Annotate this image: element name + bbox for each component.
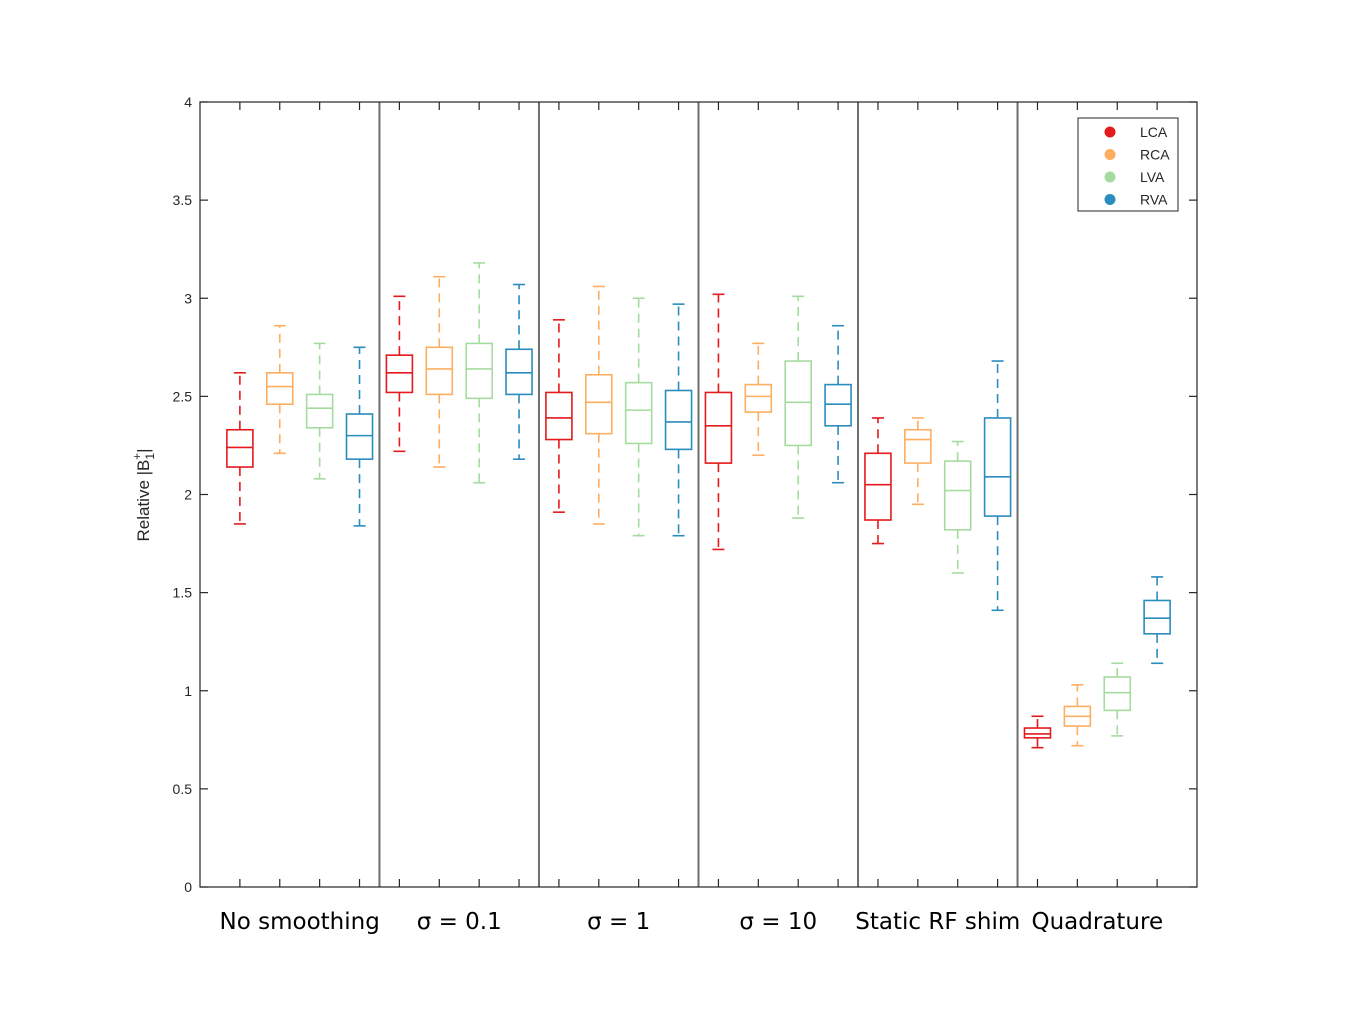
box-lva — [624, 297, 653, 537]
axes-layer: 0 0.5 1 1.5 2 2.5 3 3.5 4 No smoothing σ = 0.1 σ = … — [173, 94, 1198, 935]
box-rca — [425, 275, 454, 468]
legend-label: LVA — [1140, 169, 1165, 185]
boxes-layer — [226, 262, 1171, 749]
box-iqr — [265, 372, 294, 406]
legend-marker — [1104, 171, 1116, 183]
group-label: No smoothing — [220, 909, 380, 935]
box-iqr — [226, 428, 254, 468]
legend-item-lca: LCA — [1104, 124, 1168, 140]
box-lca — [864, 417, 892, 545]
box-iqr — [704, 391, 733, 464]
box-iqr — [1103, 676, 1132, 712]
legend-box — [1077, 117, 1179, 212]
legend-marker — [1104, 149, 1116, 160]
plot-area — [200, 102, 1197, 887]
box-iqr — [505, 348, 533, 396]
y-tick-label: 3.5 — [173, 192, 193, 208]
box-rva — [345, 346, 374, 527]
box-iqr — [664, 389, 693, 451]
box-rca — [904, 417, 932, 506]
box-rva — [505, 283, 533, 460]
box-iqr — [904, 428, 932, 464]
box-lca — [226, 372, 254, 525]
group-label: Static RF shim — [855, 909, 1020, 935]
y-tick-label: 2 — [184, 487, 192, 503]
y-tick-label: 0.5 — [173, 781, 193, 797]
box-iqr — [864, 452, 892, 521]
box-lva — [465, 262, 493, 484]
box-iqr — [744, 383, 773, 413]
box-rca — [744, 342, 773, 457]
legend-item-lva: LVA — [1104, 169, 1165, 185]
box-rva — [824, 324, 852, 484]
legend-label: RVA — [1140, 192, 1168, 208]
box-lca — [545, 319, 573, 513]
box-iqr — [425, 346, 454, 396]
legend-item-rca: RCA — [1104, 147, 1170, 163]
box-iqr — [305, 393, 334, 429]
box-rva — [664, 303, 693, 537]
box-iqr — [584, 373, 613, 435]
legend-marker — [1104, 194, 1116, 205]
box-lca — [1023, 715, 1052, 749]
box-iqr — [545, 391, 573, 441]
box-iqr — [824, 383, 852, 427]
box-iqr — [624, 381, 653, 445]
box-iqr — [465, 342, 493, 400]
y-axis-label: Relative |B1+| — [130, 448, 157, 541]
group-label: σ = 1 — [587, 909, 650, 935]
group-label: Quadrature — [1031, 909, 1163, 935]
box-iqr — [345, 413, 374, 460]
y-tick-label: 3 — [184, 290, 192, 306]
box-lca — [704, 293, 733, 551]
box-rva — [1143, 576, 1171, 665]
y-tick-label: 1 — [184, 683, 192, 699]
box-lca — [385, 295, 414, 453]
y-tick-label: 4 — [184, 94, 192, 110]
legend-marker — [1104, 126, 1116, 138]
box-iqr — [943, 460, 972, 531]
y-tick-label: 1.5 — [173, 585, 193, 601]
box-rva — [983, 360, 1012, 612]
box-lva — [943, 440, 972, 574]
group-label: σ = 10 — [739, 909, 817, 935]
legend-item-rva: RVA — [1104, 192, 1168, 208]
box-iqr — [1023, 727, 1052, 739]
legend: LCA RCA LVA RVA — [1077, 117, 1179, 212]
box-rca — [265, 324, 294, 455]
box-lva — [305, 342, 334, 480]
box-rca — [584, 285, 613, 525]
group-label: σ = 0.1 — [417, 909, 502, 935]
box-iqr — [1143, 599, 1171, 635]
y-tick-label: 2.5 — [173, 388, 193, 404]
legend-label: LCA — [1140, 124, 1168, 140]
box-lva — [784, 295, 813, 519]
box-iqr — [385, 354, 414, 394]
box-rca — [1063, 684, 1092, 747]
legend-label: RCA — [1140, 147, 1170, 163]
box-iqr — [784, 360, 813, 447]
y-tick-label: 0 — [184, 879, 192, 895]
box-lva — [1103, 662, 1132, 737]
box-iqr — [983, 417, 1012, 517]
